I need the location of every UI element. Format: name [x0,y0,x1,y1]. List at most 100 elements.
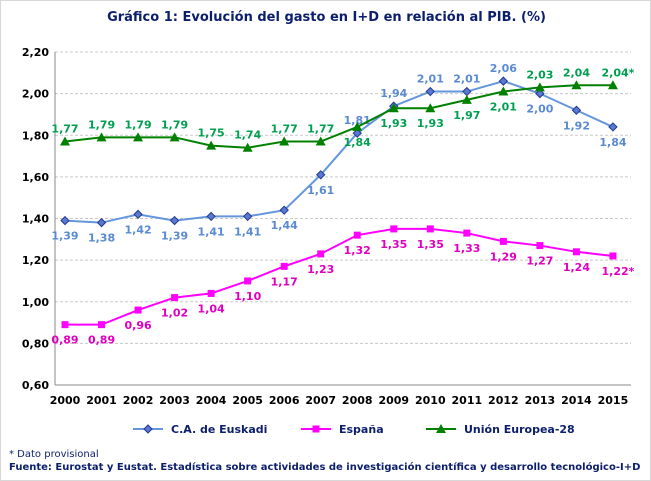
data-point [60,136,70,146]
data-label: 0,96 [124,319,151,332]
series-line [64,84,613,149]
series-uni-n-europea-28: 1,77 1,79 1,79 1,79 1,75 1,74 1,77 1,77 1,84 1,93… [51,66,634,436]
data-point [571,105,582,115]
data-point [206,140,217,150]
x-tick-label: 2004 [196,394,227,407]
data-point [244,277,252,285]
data-point [572,248,580,256]
data-point [169,215,180,226]
chart-title: Gráfico 1: Evolución del gasto en I+D en… [107,10,546,25]
data-label: 1,74 [234,129,261,142]
data-point [536,242,544,250]
y-tick-label: 1,00 [22,296,49,309]
data-point [206,211,216,222]
y-tick-label: 0,60 [22,379,49,392]
data-label: 1,42 [124,223,151,236]
y-tick-label: 0,80 [22,337,49,350]
data-label: 1,41 [234,225,261,238]
data-point [607,80,618,90]
data-point [134,306,142,314]
data-point [133,132,144,142]
data-point [98,321,106,329]
data-label: 1,27 [526,255,553,268]
data-point [352,121,363,131]
data-point [280,262,288,270]
data-point [352,128,362,138]
line-chart: 0,60 0,80 1,00 1,20 1,40 1,60 1,80 2,00 2,20 2000… [22,46,635,436]
x-tick-label: 2008 [342,394,373,407]
data-label: 1,24 [563,261,590,274]
x-tick-label: 2001 [86,394,117,407]
series-c-a-de-euskadi: 1,39 1,381,42 1,39 1,41 1,41 1,441,611,811,94… [51,62,626,436]
data-label: 1,92 [563,119,590,132]
data-label: 1,22* [601,265,634,278]
data-label: 1,33 [453,242,480,255]
footnote: * Dato provisional [9,449,99,460]
data-point [462,86,472,97]
data-point [242,142,253,152]
data-label: 0,89 [51,334,78,347]
data-point [279,205,289,215]
data-point [535,88,545,99]
y-tick-label: 1,80 [22,129,49,142]
data-point [279,136,290,146]
data-label: 1,04 [198,302,225,315]
data-label: 1,29 [490,250,517,263]
data-point [353,231,361,239]
data-label: 2,00 [526,103,553,116]
data-label: 1,39 [161,230,188,243]
data-point [609,252,617,260]
data-label: 1,93 [417,117,444,130]
data-label: 1,44 [271,219,298,232]
data-label: 1,41 [198,225,225,238]
data-label: 2,06 [490,62,517,75]
data-point [461,94,472,104]
x-tick-label: 2006 [269,394,300,407]
data-point [534,82,545,92]
data-point [390,225,398,233]
x-tick-label: 2013 [525,394,556,407]
legend-label: Unión Europea-28 [464,423,575,436]
data-point [425,103,436,113]
legend-label: España [339,423,384,436]
data-label: 1,61 [307,184,334,197]
x-tick-label: 2012 [488,394,519,407]
data-label: 1,94 [380,87,407,100]
source-note: Fuente: Eurostat y Eustat. Estadística s… [9,462,641,473]
data-label: 1,32 [344,244,371,257]
data-point [498,86,509,96]
data-label: 1,02 [161,307,188,320]
data-label: 1,77 [51,122,78,135]
data-point [608,122,618,132]
data-point [426,225,434,233]
data-label: 1,79 [88,118,115,131]
data-point [571,80,582,90]
x-tick-label: 2015 [598,394,629,407]
data-label: 2,01 [453,73,480,86]
data-label: 2,03 [526,68,553,81]
legend-marker [436,424,446,433]
data-point [425,86,436,97]
data-point [96,217,107,228]
data-point [61,321,69,329]
data-label: 1,38 [88,232,115,245]
data-point [207,289,215,297]
x-tick-label: 2007 [305,394,336,407]
legend-label: C.A. de Euskadi [171,423,267,436]
series-line [65,227,614,326]
data-label: 1,23 [307,263,334,276]
x-tick-label: 2003 [159,394,190,407]
data-label: 1,77 [307,122,334,135]
y-tick-label: 1,60 [22,171,49,184]
x-tick-label: 2011 [452,394,483,407]
x-tick-label: 2009 [378,394,409,407]
series-line [64,80,614,224]
x-tick-label: 2010 [415,394,446,407]
data-label: 2,01 [417,73,444,86]
data-label: 1,77 [271,122,298,135]
data-point [169,132,180,142]
data-point [316,170,326,180]
data-label: 1,39 [51,230,78,243]
data-label: 1,84 [344,136,371,149]
